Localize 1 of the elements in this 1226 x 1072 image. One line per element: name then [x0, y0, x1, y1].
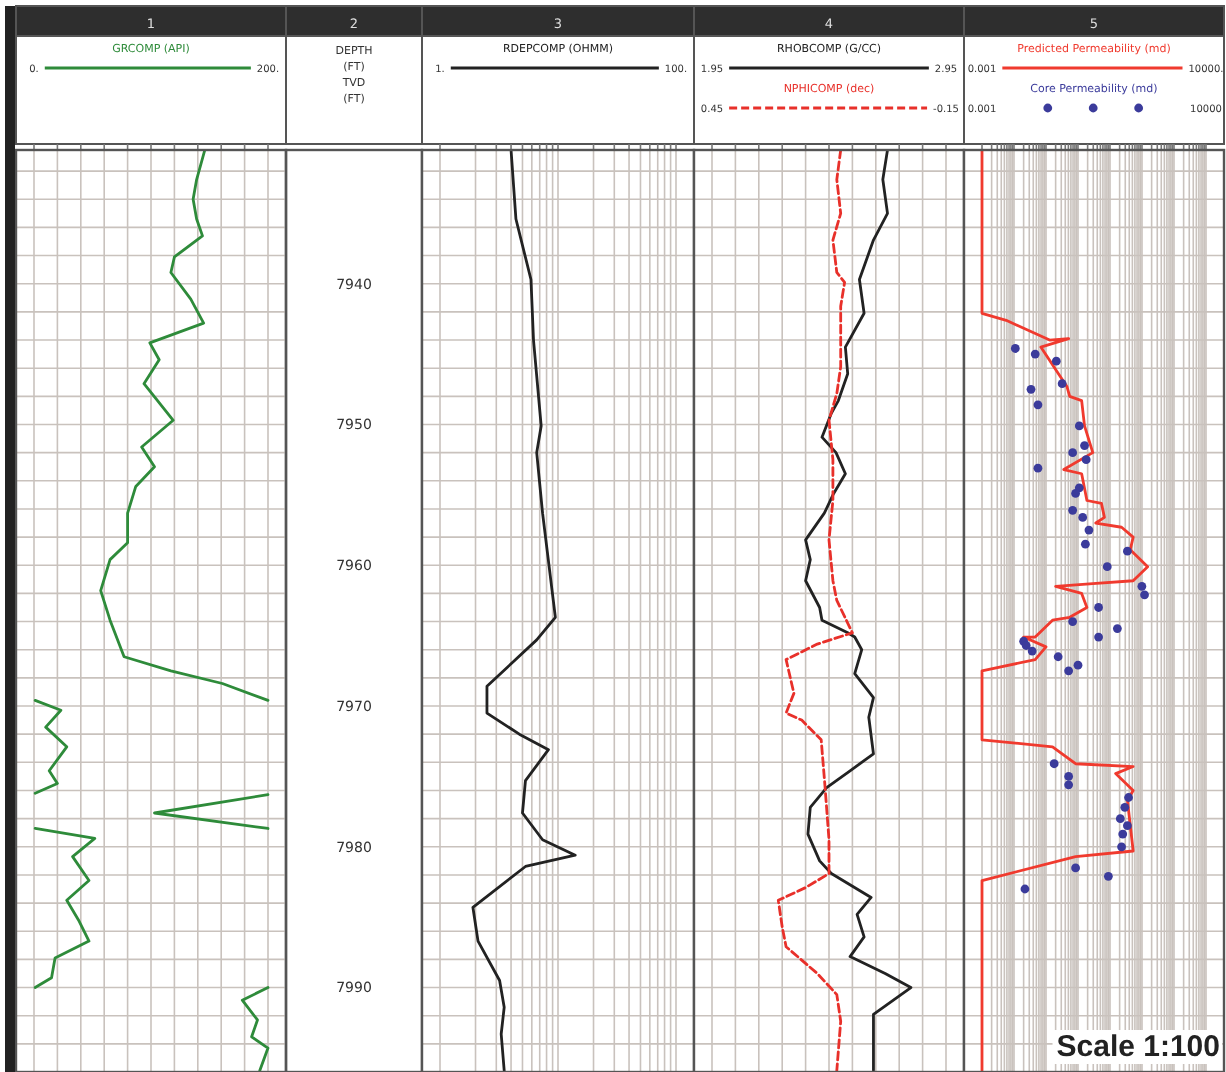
annotation: Scale 1:100 [1056, 1030, 1220, 1064]
